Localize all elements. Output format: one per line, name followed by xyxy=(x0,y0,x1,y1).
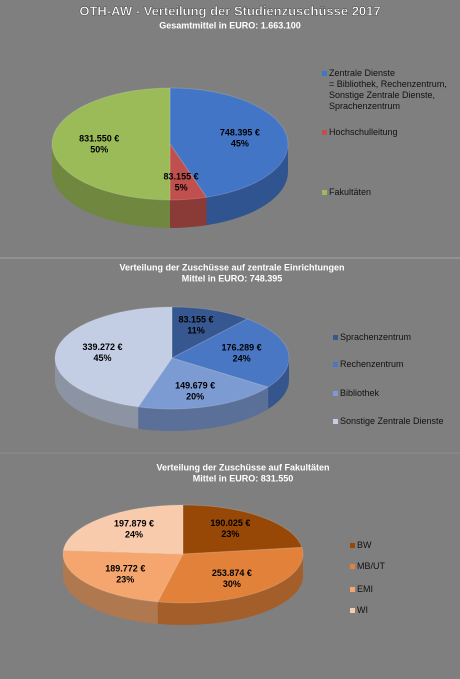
value-label: 339.272 € xyxy=(83,342,123,352)
slice xyxy=(156,546,304,604)
value-label: 83.155 € xyxy=(178,314,213,324)
legend-swatch xyxy=(322,71,327,76)
percent-label: 30% xyxy=(223,579,241,589)
legend-swatch xyxy=(333,335,338,340)
slice xyxy=(62,549,184,603)
legend-item: EMI xyxy=(350,584,373,595)
legend-label: MB/UT xyxy=(357,561,385,571)
legend-label: Zentrale Dienste = Bibliothek, Rechenzen… xyxy=(329,68,447,111)
slice-side xyxy=(52,144,170,228)
slice-side xyxy=(55,358,139,429)
legend-item: Bibliothek xyxy=(333,388,379,399)
chart-title: Verteilung der Zuschüsse auf Fakultäten xyxy=(156,462,329,472)
slice xyxy=(62,504,184,555)
value-label: 253.874 € xyxy=(212,568,252,578)
slice xyxy=(182,504,303,555)
percent-label: 45% xyxy=(94,353,112,363)
legend-item: WI xyxy=(350,605,368,616)
chart-subtitle: Mittel in EURO: 748.395 xyxy=(182,273,283,283)
value-label: 149.679 € xyxy=(175,381,215,391)
legend-swatch xyxy=(350,587,355,592)
legend-swatch xyxy=(350,564,355,569)
legend-label: Fakultäten xyxy=(329,187,372,197)
value-label: 748.395 € xyxy=(220,127,260,137)
value-label: 197.879 € xyxy=(114,519,154,529)
legend-label: Bibliothek xyxy=(340,388,380,398)
value-label: 176.289 € xyxy=(222,343,262,353)
percent-label: 23% xyxy=(221,529,239,539)
value-label: 83.155 € xyxy=(164,172,199,182)
legend-item: Hochschulleitung xyxy=(322,127,398,138)
legend-item: Sprachenzentrum xyxy=(333,332,411,343)
legend-swatch xyxy=(322,130,327,135)
legend-label: Sprachenzentrum xyxy=(340,332,412,342)
slice-side xyxy=(138,387,269,432)
value-label: 190.025 € xyxy=(210,518,250,528)
legend-item: MB/UT xyxy=(350,561,385,572)
legend-item: Fakultäten xyxy=(322,187,371,198)
slice-side xyxy=(63,554,158,624)
slice xyxy=(51,87,171,201)
percent-label: 45% xyxy=(231,138,249,148)
legend-label: Sonstige Zentrale Dienste xyxy=(340,416,444,426)
value-label: 831.550 € xyxy=(79,133,119,143)
legend-swatch xyxy=(350,608,355,613)
legend-swatch xyxy=(322,190,327,195)
slice-side xyxy=(157,554,303,625)
legend-label: EMI xyxy=(357,584,374,594)
percent-label: 50% xyxy=(90,144,108,154)
legend-swatch xyxy=(333,362,338,367)
slice xyxy=(171,306,249,359)
chart-subtitle: Mittel in EURO: 831.550 xyxy=(193,473,294,483)
slice xyxy=(54,306,173,408)
legend-item: Zentrale Dienste = Bibliothek, Rechenzen… xyxy=(322,68,447,112)
legend-item: BW xyxy=(350,540,372,551)
slice-side xyxy=(170,197,207,228)
legend-swatch xyxy=(333,391,338,396)
percent-label: 5% xyxy=(175,183,188,193)
value-label: 189.772 € xyxy=(105,564,145,574)
legend-item: Sonstige Zentrale Dienste xyxy=(333,416,444,427)
slice xyxy=(170,318,290,388)
percent-label: 11% xyxy=(187,325,205,335)
percent-label: 24% xyxy=(233,354,251,364)
slice-side xyxy=(268,358,289,410)
legend-label: Rechenzentrum xyxy=(340,359,404,369)
legend-label: BW xyxy=(357,540,372,550)
percent-label: 20% xyxy=(186,392,204,402)
percent-label: 23% xyxy=(116,575,134,585)
percent-label: 24% xyxy=(125,530,143,540)
page-title: OTH-AW - Verteilung der Studienzuschüsse… xyxy=(79,3,380,18)
legend-item: Rechenzentrum xyxy=(333,359,404,370)
slice-side xyxy=(206,144,288,226)
slice xyxy=(169,142,208,201)
legend-label: WI xyxy=(357,605,368,615)
legend-swatch xyxy=(333,419,338,424)
chart-subtitle: Gesamtmittel in EURO: 1.663.100 xyxy=(159,20,301,30)
chart-title: Verteilung der Zuschüsse auf zentrale Ei… xyxy=(119,262,344,272)
slice xyxy=(169,87,289,198)
legend-swatch xyxy=(350,543,355,548)
legend-label: Hochschulleitung xyxy=(329,127,398,137)
slice xyxy=(137,357,270,410)
